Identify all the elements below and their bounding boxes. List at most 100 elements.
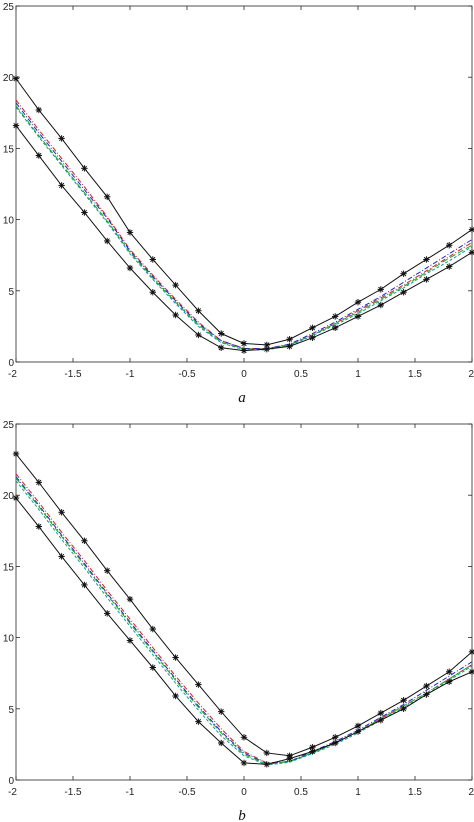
data-point-marker [286,336,293,343]
marker-stroke [378,302,384,308]
data-point-marker [126,637,134,644]
marker-stroke [400,271,407,277]
data-point-marker [12,75,20,82]
marker-stroke [172,312,179,318]
data-point-marker [354,298,362,306]
data-point-marker [12,494,20,502]
data-point-marker [309,334,316,341]
x-tick-label: 1.5 [408,787,422,798]
y-tick-label: 20 [3,73,15,84]
marker-stroke [264,342,270,348]
marker-stroke [13,451,19,457]
x-tick-label: 0.5 [294,787,308,798]
data-point-marker [240,759,248,767]
marker-stroke [309,744,316,750]
data-point-marker [81,581,88,589]
marker-stroke [58,135,65,142]
marker-stroke [286,343,293,349]
x-tick-label: -1.5 [64,369,82,380]
data-point-marker [58,553,65,560]
marker-stroke [264,750,270,756]
marker-stroke [195,308,202,314]
data-point-marker [309,324,316,332]
data-point-marker [195,718,202,725]
marker-stroke [81,209,88,216]
marker-stroke [423,276,430,283]
marker-stroke [218,709,224,715]
marker-stroke [241,347,247,354]
marker-stroke [104,194,110,200]
marker-stroke [104,610,110,617]
data-point-marker [126,229,134,236]
data-point-marker [240,734,248,741]
data-point-marker [35,152,42,159]
marker-stroke [241,340,247,347]
marker-stroke [218,345,224,351]
data-point-marker [377,709,384,717]
x-tick-label: 1.5 [408,369,422,380]
marker-stroke [355,313,361,320]
marker-stroke [195,681,202,688]
data-point-marker [149,625,156,633]
data-point-marker [104,237,111,245]
x-tick-label: 1 [355,369,361,380]
axes-frame [15,5,473,363]
data-point-marker [286,755,293,762]
marker-stroke [195,332,202,338]
data-point-marker [218,739,225,747]
marker-stroke [36,107,42,113]
x-tick-label: -0.5 [178,369,196,380]
marker-stroke [172,654,179,661]
marker-stroke [332,325,338,331]
data-point-marker [446,263,453,270]
marker-stroke [104,238,110,244]
x-tick-label: 2 [468,787,474,798]
data-point-marker [218,330,225,337]
data-point-marker [377,286,384,293]
data-point-marker [35,523,42,530]
data-point-marker [423,276,430,283]
marker-stroke [218,740,224,746]
series-line-lower [15,125,473,352]
marker-stroke [150,289,156,295]
marker-stroke [58,182,65,189]
marker-stroke [309,748,316,755]
marker-stroke [81,165,88,171]
data-point-marker [104,193,111,201]
marker-stroke [378,286,384,292]
data-point-marker [286,343,293,350]
series-line-dashed [15,106,473,351]
marker-stroke [423,691,430,698]
data-point-marker [332,324,339,332]
data-point-marker [126,264,134,272]
y-tick-label: 0 [8,358,14,369]
x-tick-label: 0 [241,369,247,380]
marker-stroke [264,761,270,767]
marker-stroke [36,479,42,486]
marker-stroke [446,242,452,248]
marker-stroke [355,299,361,305]
data-point-marker [195,307,202,314]
marker-stroke [81,582,88,588]
marker-stroke [423,683,430,689]
data-point-marker [446,668,453,675]
marker-stroke [150,664,156,671]
marker-stroke [446,669,452,675]
data-point-marker [446,242,453,249]
marker-stroke [378,717,384,723]
data-point-marker [35,479,42,486]
marker-stroke [127,229,133,236]
marker-stroke [150,626,156,632]
data-point-marker [195,681,202,688]
marker-stroke [58,509,65,515]
marker-stroke [332,740,338,746]
data-point-marker [218,708,225,715]
marker-stroke [378,710,384,716]
data-point-marker [400,705,407,712]
x-tick-label: -2 [8,369,17,380]
data-point-marker [377,716,384,724]
series-line-dash-dot [15,102,473,349]
marker-stroke [127,265,133,271]
data-point-marker [263,761,270,768]
